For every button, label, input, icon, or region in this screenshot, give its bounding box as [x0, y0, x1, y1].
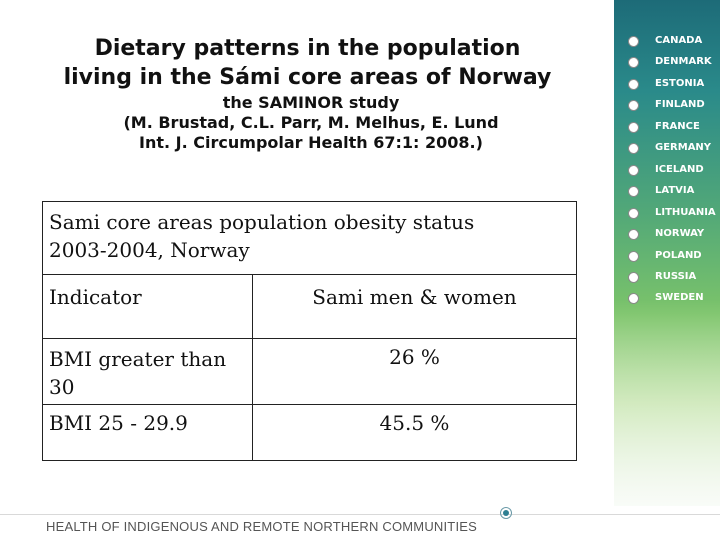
- table-header-sami: Sami men & women: [253, 275, 576, 339]
- subtitle-line2: (M. Brustad, C.L. Parr, M. Melhus, E. Lu…: [123, 113, 499, 132]
- country-item-germany[interactable]: GERMANY: [626, 139, 720, 159]
- bullet-icon: [628, 36, 639, 47]
- bullet-icon: [628, 100, 639, 111]
- slide-subtitle: the SAMINOR study (M. Brustad, C.L. Parr…: [20, 93, 602, 153]
- bullet-icon: [628, 293, 639, 304]
- country-item-norway[interactable]: NORWAY: [626, 225, 720, 245]
- country-label: POLAND: [655, 250, 702, 261]
- country-label: ICELAND: [655, 164, 704, 175]
- table-row-value: 45.5 %: [379, 411, 450, 435]
- country-item-estonia[interactable]: ESTONIA: [626, 75, 720, 95]
- table-row-indicator: BMI greater than 30: [43, 339, 253, 405]
- country-item-finland[interactable]: FINLAND: [626, 96, 720, 116]
- bullet-icon: [628, 165, 639, 176]
- country-label: DENMARK: [655, 56, 712, 67]
- country-label: LATVIA: [655, 185, 695, 196]
- indicator-line1: BMI greater than: [49, 347, 227, 371]
- table-caption-line2: 2003-2004, Norway: [49, 238, 250, 262]
- bullet-icon: [628, 143, 639, 154]
- table-row-value: 26 %: [253, 339, 576, 405]
- country-item-iceland[interactable]: ICELAND: [626, 161, 720, 181]
- country-label: FINLAND: [655, 99, 705, 110]
- country-item-latvia[interactable]: LATVIA: [626, 182, 720, 202]
- bullet-icon: [628, 208, 639, 219]
- table-row-indicator: BMI 25 - 29.9: [43, 405, 253, 460]
- country-item-denmark[interactable]: DENMARK: [626, 53, 720, 73]
- bullet-icon: [628, 186, 639, 197]
- country-panel-fade: [614, 300, 720, 506]
- indicator-line2: 30: [49, 375, 75, 399]
- subtitle-line3: Int. J. Circumpolar Health 67:1: 2008.): [139, 133, 483, 152]
- bullet-icon: [628, 79, 639, 90]
- country-item-canada[interactable]: CANADA: [626, 32, 720, 52]
- bullet-icon: [628, 229, 639, 240]
- footer-divider: [0, 514, 720, 515]
- bullet-icon: [628, 57, 639, 68]
- country-label: LITHUANIA: [655, 207, 716, 218]
- subtitle-line1: the SAMINOR study: [222, 93, 400, 112]
- country-item-france[interactable]: FRANCE: [626, 118, 720, 138]
- slide-title: Dietary patterns in the population livin…: [20, 34, 595, 92]
- country-label: GERMANY: [655, 142, 712, 153]
- target-icon: [500, 507, 512, 519]
- footer-text: HEALTH OF INDIGENOUS AND REMOTE NORTHERN…: [46, 519, 478, 534]
- country-item-sweden[interactable]: SWEDEN: [626, 289, 720, 309]
- table-caption-line1: Sami core areas population obesity statu…: [49, 210, 475, 234]
- country-item-russia[interactable]: RUSSIA: [626, 268, 720, 288]
- country-label: SWEDEN: [655, 292, 704, 303]
- slide-title-line2: living in the Sámi core areas of Norway: [63, 65, 552, 90]
- obesity-table: Sami core areas population obesity statu…: [42, 201, 577, 461]
- country-item-poland[interactable]: POLAND: [626, 247, 720, 267]
- table-header-indicator: Indicator: [43, 275, 253, 339]
- table-caption: Sami core areas population obesity statu…: [43, 202, 576, 275]
- country-label: RUSSIA: [655, 271, 697, 282]
- country-label: ESTONIA: [655, 78, 705, 89]
- country-label: NORWAY: [655, 228, 705, 239]
- bullet-icon: [628, 251, 639, 262]
- country-label: CANADA: [655, 35, 703, 46]
- bullet-icon: [628, 122, 639, 133]
- country-item-lithuania[interactable]: LITHUANIA: [626, 204, 720, 224]
- bullet-icon: [628, 272, 639, 283]
- country-label: FRANCE: [655, 121, 700, 132]
- slide-title-line1: Dietary patterns in the population: [94, 36, 521, 61]
